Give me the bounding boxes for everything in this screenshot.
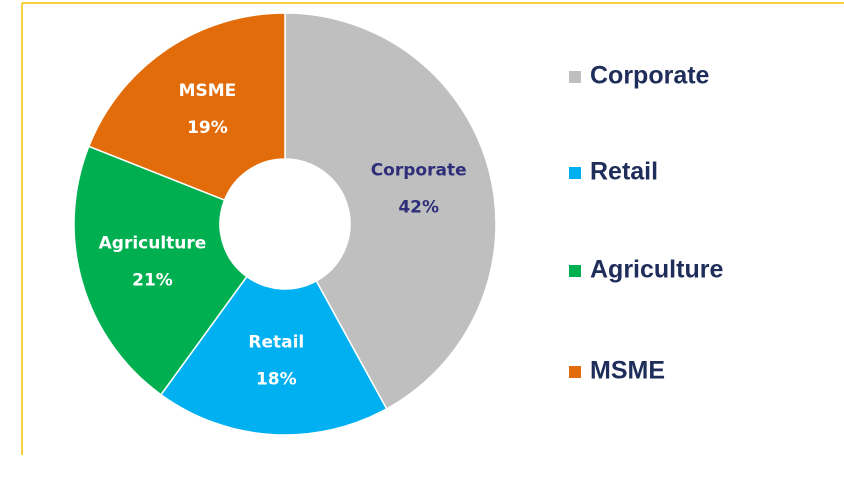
slice-value-label: 19% bbox=[187, 118, 228, 138]
slice-category-label: MSME bbox=[179, 81, 237, 101]
slice-value-label: 21% bbox=[132, 271, 173, 291]
slice-value-label: 42% bbox=[398, 198, 439, 218]
legend-swatch bbox=[569, 366, 581, 378]
donut-slice bbox=[87, 12, 286, 202]
legend-label: Retail bbox=[590, 158, 658, 186]
legend-swatch bbox=[569, 167, 581, 179]
donut-slice bbox=[73, 145, 248, 396]
donut-slice bbox=[284, 12, 497, 410]
legend-label: Corporate bbox=[590, 62, 710, 90]
slice-category-label: Retail bbox=[248, 333, 304, 353]
slice-value-label: 18% bbox=[256, 370, 297, 390]
slice-category-label: Agriculture bbox=[99, 234, 207, 254]
legend-label: MSME bbox=[590, 357, 665, 385]
legend-label: Agriculture bbox=[590, 256, 723, 284]
legend-swatch bbox=[569, 265, 581, 277]
legend-swatch bbox=[569, 71, 581, 83]
donut-slice bbox=[159, 275, 388, 436]
slice-category-label: Corporate bbox=[371, 161, 467, 181]
